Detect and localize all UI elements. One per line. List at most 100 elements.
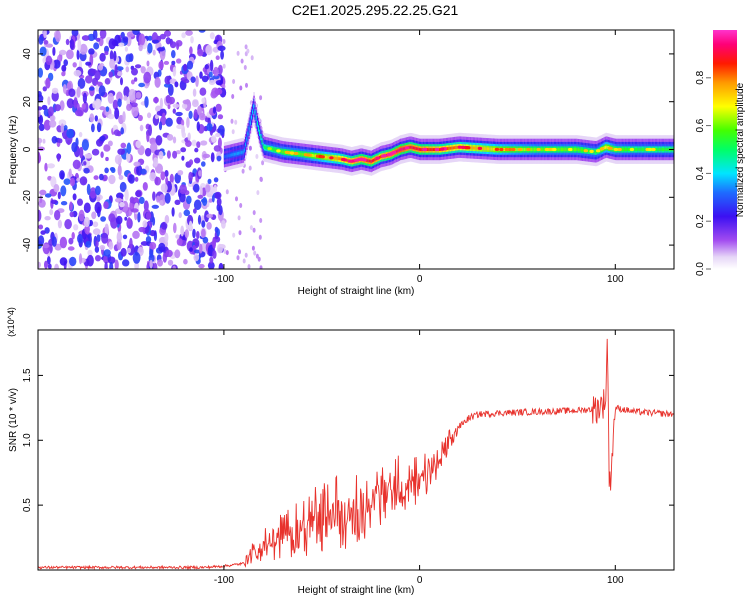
noise-cell [207, 261, 215, 269]
spectrogram-cell [580, 148, 583, 152]
noise-cell [166, 150, 171, 159]
noise-cell [149, 242, 157, 250]
noise-cell [116, 66, 124, 71]
noise-cell [128, 174, 135, 184]
noise-cell [211, 135, 217, 143]
noise-cell [89, 113, 95, 123]
noise-cell [68, 237, 74, 245]
colorbar-tick-label: 0.6 [695, 118, 706, 132]
noise-cell [151, 39, 160, 44]
y-tick-label: 0 [22, 146, 33, 152]
noise-cell [95, 37, 101, 42]
spectrogram-cell [403, 147, 406, 151]
spectrogram-peak [276, 149, 281, 153]
noise-cell [172, 103, 180, 109]
spectrogram-cell [280, 149, 282, 153]
noise-cell [201, 75, 209, 83]
spectrogram-cell [636, 148, 638, 151]
noise-cell [176, 124, 184, 130]
spectrogram-cell [564, 148, 566, 151]
noise-cell [160, 171, 166, 181]
y-tick-label: 20 [22, 96, 33, 108]
noise-cell [95, 84, 99, 92]
noise-cell [171, 60, 176, 65]
noise-cell [144, 96, 149, 108]
noise-cell [258, 234, 262, 240]
noise-cell [149, 172, 157, 182]
spectrogram-cell [484, 147, 487, 151]
noise-cell [99, 135, 106, 142]
spectrogram-cell [667, 148, 670, 151]
noise-cell [140, 66, 146, 74]
spectrogram-cell [326, 155, 328, 159]
noise-cell [104, 167, 109, 174]
noise-cell [120, 31, 125, 39]
noise-cell [194, 147, 199, 153]
noise-cell [44, 216, 51, 221]
noise-cell [232, 79, 236, 84]
noise-cell [217, 125, 225, 136]
noise-cell [76, 86, 81, 98]
noise-cell [259, 218, 263, 223]
spectrogram-cell [575, 148, 577, 151]
noise-cell [54, 243, 62, 251]
noise-cell [77, 198, 83, 206]
noise-cell [88, 86, 95, 91]
noise-cell [180, 147, 187, 153]
noise-cell [69, 38, 75, 50]
noise-cell [192, 100, 199, 108]
noise-cell [138, 226, 146, 233]
noise-cell [107, 92, 114, 104]
noise-cell [167, 259, 174, 266]
noise-cell [78, 209, 85, 222]
noise-cell [44, 162, 48, 172]
noise-cell [212, 106, 217, 114]
spectrogram-cell [532, 148, 535, 151]
noise-cell [57, 191, 61, 200]
noise-cell [148, 254, 155, 263]
noise-cell [94, 201, 102, 214]
x-tick-label: 0 [417, 274, 423, 285]
noise-cell [157, 47, 165, 52]
noise-cell [131, 79, 135, 85]
noise-cell [198, 243, 203, 254]
noise-cell [49, 114, 56, 122]
noise-cell [138, 82, 146, 88]
noise-cell [196, 231, 200, 239]
noise-cell [199, 186, 203, 198]
noise-cell [164, 232, 169, 243]
noise-cell [105, 156, 109, 162]
noise-cell [212, 250, 217, 259]
spectrogram-cell [482, 147, 484, 150]
noise-cell [218, 64, 223, 75]
noise-cell [222, 39, 226, 44]
spectrogram-cell [299, 152, 301, 156]
spectrogram-cell [261, 139, 263, 143]
spectrogram-cell [606, 146, 609, 149]
spectrogram-cell [333, 156, 335, 160]
noise-cell [190, 76, 196, 83]
noise-cell [216, 155, 222, 162]
noise-cell [84, 153, 93, 159]
noise-cell [163, 60, 170, 65]
noise-cell [40, 230, 46, 235]
spectrogram-cell [428, 148, 430, 151]
noise-cell [245, 82, 248, 88]
noise-cell [186, 195, 192, 205]
noise-cell [104, 223, 109, 236]
noise-cell [131, 105, 139, 117]
noise-cell [215, 132, 221, 138]
spectrogram-cell [644, 148, 646, 151]
noise-cell [143, 200, 149, 212]
snr-plot-bg [38, 330, 674, 570]
spectrogram-cell [448, 147, 450, 150]
noise-cell [109, 58, 115, 69]
snr-frame [37, 329, 675, 571]
noise-cell [256, 190, 260, 196]
snr-series-line [38, 338, 674, 570]
noise-cell [217, 114, 224, 120]
noise-cell [169, 173, 174, 184]
spectrogram-cell [623, 148, 625, 151]
spectrogram-peak [362, 158, 367, 162]
noise-cell [175, 234, 180, 239]
